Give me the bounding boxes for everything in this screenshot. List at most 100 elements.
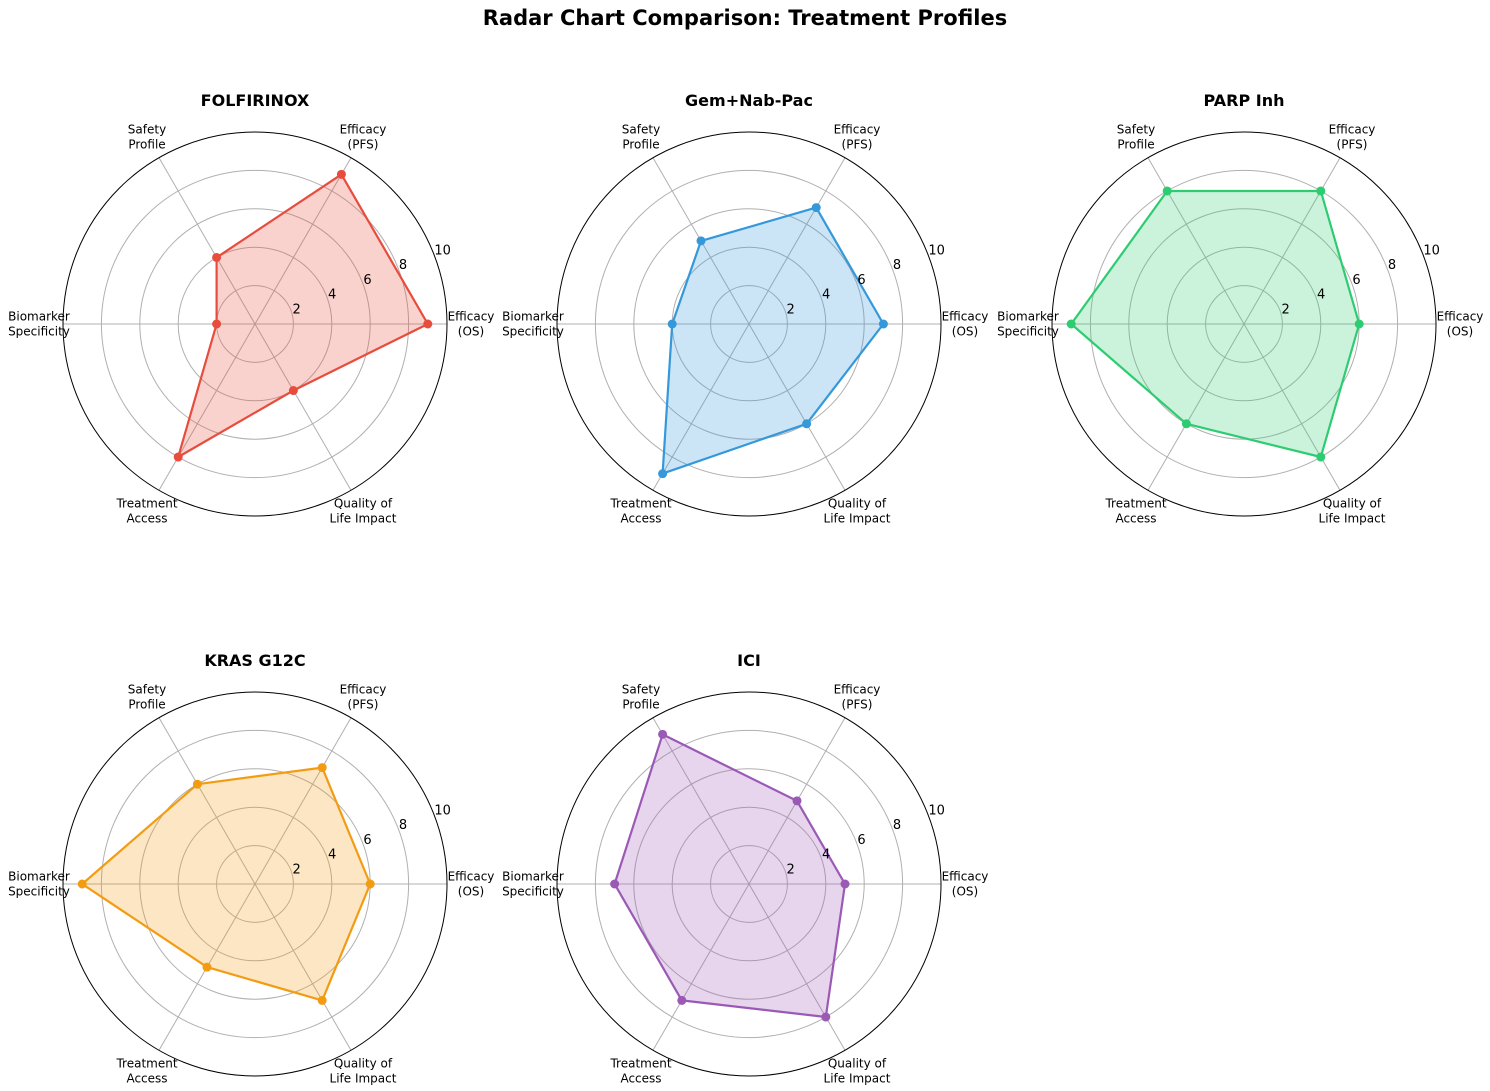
radial-tick-label: 2: [786, 302, 794, 317]
radial-tick-label: 6: [363, 273, 371, 288]
angular-gridline: [748, 323, 846, 491]
angular-gridline: [158, 717, 256, 885]
axis-label: Efficacy (OS): [1437, 310, 1484, 339]
data-point: [658, 469, 668, 479]
radial-tick-label: 10: [434, 244, 451, 259]
radial-tick-label: 4: [822, 288, 830, 303]
axis-label: Safety Profile: [1117, 122, 1155, 151]
radial-gridline: [100, 169, 410, 479]
data-point: [288, 386, 298, 396]
radial-gridline: [671, 806, 827, 962]
radial-tick-label: 6: [363, 833, 371, 848]
data-point: [1316, 452, 1326, 462]
radial-gridline: [1089, 169, 1399, 479]
angular-gridline: [652, 883, 750, 1051]
data-point: [677, 995, 687, 1005]
radial-tick-label: 8: [893, 258, 901, 273]
angular-gridline: [1243, 157, 1341, 325]
data-point: [792, 796, 802, 806]
series-area: [178, 174, 428, 457]
data-point: [1181, 419, 1191, 429]
radial-gridline: [177, 806, 333, 962]
data-point: [821, 1012, 831, 1022]
data-point: [77, 879, 87, 889]
angular-gridline: [254, 883, 352, 1051]
axis-label: Safety Profile: [128, 122, 166, 151]
radial-tick-label: 10: [928, 244, 945, 259]
data-point: [365, 879, 375, 889]
axis-label: Biomarker Specificity: [997, 310, 1059, 339]
data-point: [1316, 186, 1326, 196]
radial-tick-label: 6: [857, 833, 865, 848]
data-point: [1354, 319, 1364, 329]
data-point: [212, 252, 222, 262]
data-point: [317, 763, 327, 773]
radial-gridline: [594, 169, 904, 479]
angular-gridline: [254, 157, 352, 325]
axis-label: Efficacy (PFS): [834, 122, 881, 151]
radar-ici: 2 4 6 8 10 Efficacy (OS) Efficacy (PFS) Safety Pro…: [502, 651, 988, 1086]
chart-title: FOLFIRINOX: [201, 91, 310, 110]
angular-gridline: [1243, 323, 1341, 491]
axis-label: Biomarker Specificity: [502, 870, 564, 899]
radial-tick-label: 2: [1281, 302, 1289, 317]
axis-label: Efficacy (OS): [942, 310, 989, 339]
radial-gridline: [633, 208, 865, 440]
data-point: [202, 962, 212, 972]
polar-frame: [556, 691, 942, 1077]
axis-label: Efficacy (OS): [942, 870, 989, 899]
series-area: [1071, 191, 1360, 457]
axis-label: Treatment Access: [115, 1057, 177, 1086]
axis-label: Efficacy (PFS): [340, 682, 387, 711]
axis-label: Quality of Life Impact: [824, 1057, 891, 1086]
data-point: [696, 236, 706, 246]
axis-label: Quality of Life Impact: [824, 497, 891, 526]
radial-gridline: [633, 768, 865, 1000]
axis-label: Quality of Life Impact: [330, 1057, 397, 1086]
data-point: [667, 319, 677, 329]
radial-tick-label: 8: [1388, 258, 1396, 273]
data-point: [802, 419, 812, 429]
radial-gridline: [216, 845, 294, 923]
polar-frame: [62, 131, 448, 517]
axis-label: Quality of Life Impact: [1319, 497, 1386, 526]
data-point: [610, 879, 620, 889]
axis-label: Efficacy (PFS): [1329, 122, 1376, 151]
data-point: [173, 452, 183, 462]
radial-tick-label: 2: [786, 862, 794, 877]
angular-gridline: [652, 717, 750, 885]
chart-title: ICI: [737, 651, 761, 670]
data-point: [192, 779, 202, 789]
angular-gridline: [158, 323, 256, 491]
radial-gridline: [710, 845, 788, 923]
radial-tick-label: 2: [292, 302, 300, 317]
radar-gem-nab-pac: 2 4 6 8 10 Efficacy (OS) Efficacy (PFS) Safety Pro…: [502, 91, 988, 526]
axis-label: Efficacy (PFS): [834, 682, 881, 711]
axis-label: Treatment Access: [115, 497, 177, 526]
axis-label: Treatment Access: [609, 1057, 671, 1086]
radial-tick-label: 10: [1423, 244, 1440, 259]
radial-tick-label: 10: [434, 804, 451, 819]
axis-label: Quality of Life Impact: [330, 497, 397, 526]
radial-tick-label: 8: [893, 818, 901, 833]
radial-tick-label: 2: [292, 862, 300, 877]
axis-label: Treatment Access: [609, 497, 671, 526]
polar-frame: [556, 131, 942, 517]
angular-gridline: [158, 157, 256, 325]
data-point: [317, 995, 327, 1005]
data-point: [878, 319, 888, 329]
radial-gridline: [177, 246, 333, 402]
radial-tick-label: 8: [399, 258, 407, 273]
chart-title: PARP Inh: [1204, 91, 1285, 110]
radar-folfirinox: 2 4 6 8 10 Efficacy (OS) Efficacy (PFS) Safety Pro…: [8, 91, 494, 526]
radial-gridline: [710, 285, 788, 363]
data-point: [423, 319, 433, 329]
polar-frame: [62, 691, 448, 1077]
axis-label: Biomarker Specificity: [502, 310, 564, 339]
data-point: [1066, 319, 1076, 329]
radial-tick-label: 4: [1317, 288, 1325, 303]
axis-label: Biomarker Specificity: [8, 870, 70, 899]
angular-gridline: [254, 717, 352, 885]
data-point: [1162, 186, 1172, 196]
